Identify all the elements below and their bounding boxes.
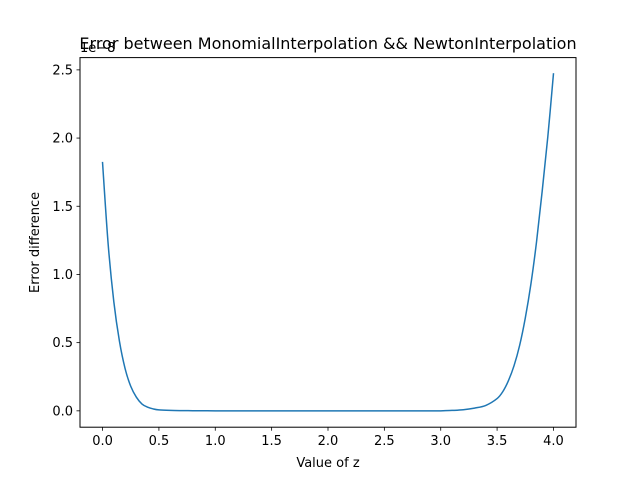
x-tick-label: 2.5 — [374, 434, 395, 449]
x-tick-label: 0.0 — [92, 434, 113, 449]
y-tick-label: 1.0 — [52, 268, 73, 283]
plot-layer — [101, 73, 555, 412]
x-tick-label: 1.5 — [261, 434, 282, 449]
y-offset-label: 1e−8 — [80, 41, 115, 56]
chart-title: Error between MonomialInterpolation && N… — [79, 34, 576, 53]
x-tick-label: 1.0 — [205, 434, 226, 449]
x-tick-label: 0.5 — [149, 434, 170, 449]
series-line-0 — [101, 73, 555, 412]
x-tick-label: 3.5 — [487, 434, 508, 449]
x-tick-label: 2.0 — [318, 434, 339, 449]
y-tick-label: 0.5 — [52, 336, 73, 351]
x-axis-label: Value of z — [296, 456, 359, 471]
y-tick-label: 0.0 — [52, 404, 73, 419]
axes-layer: 0.0 0.5 1.0 1.5 2.0 2.5 3.0 3.5 4.0 0.0 0.5 1.0 1.5 2… — [52, 63, 563, 449]
y-tick-label: 1.5 — [52, 200, 73, 215]
plot-frame — [79, 57, 577, 428]
x-tick-label: 4.0 — [543, 434, 564, 449]
y-axis-label: Error difference — [28, 192, 43, 293]
x-tick-label: 3.0 — [430, 434, 451, 449]
y-tick-label: 2.0 — [52, 132, 73, 147]
y-tick-label: 2.5 — [52, 63, 73, 78]
